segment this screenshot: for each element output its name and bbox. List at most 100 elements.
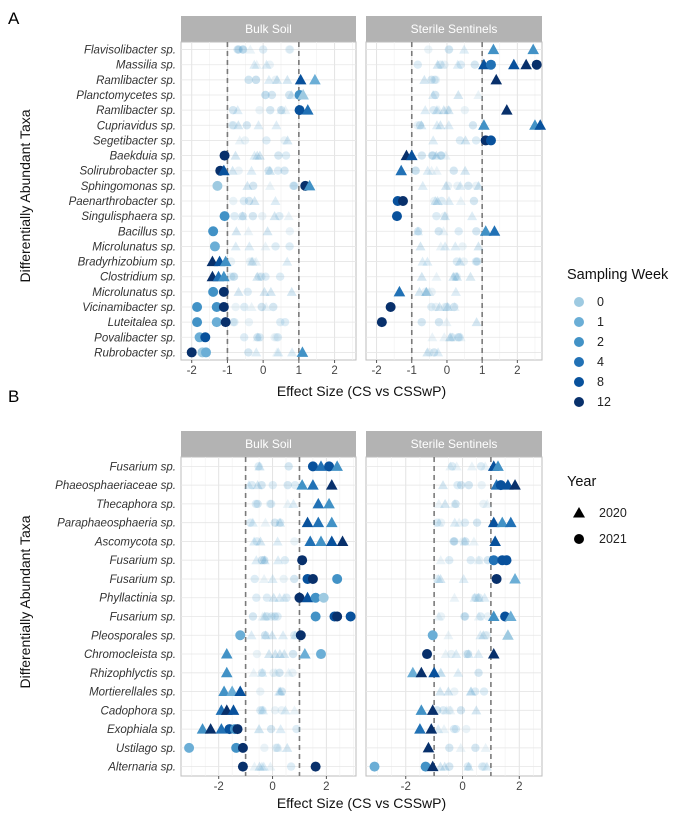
faded-point	[421, 286, 432, 296]
faded-point	[292, 724, 301, 734]
faded-point	[451, 499, 460, 509]
data-point	[295, 630, 306, 641]
faded-point	[261, 90, 270, 100]
faded-point	[447, 332, 458, 342]
faded-point	[285, 45, 295, 54]
faded-point	[421, 286, 432, 296]
faded-point	[462, 724, 471, 734]
data-point	[478, 119, 490, 130]
faded-point	[238, 45, 248, 54]
data-point	[422, 649, 433, 660]
panel-a: A Differentially Abundant Taxa Bulk Soil -2…	[8, 9, 547, 399]
faded-point	[282, 498, 293, 508]
data-point	[294, 73, 307, 85]
faded-point	[429, 105, 438, 115]
data-point	[307, 461, 318, 472]
data-point	[296, 479, 308, 490]
faded-point	[246, 165, 257, 175]
faded-point	[460, 612, 470, 621]
faded-point	[263, 74, 274, 84]
faded-point	[453, 90, 464, 99]
faded-point	[422, 165, 433, 175]
faded-point	[244, 196, 254, 206]
data-point	[294, 105, 305, 116]
faded-point	[270, 706, 280, 715]
faded-point	[254, 462, 263, 471]
taxon-label: Phyllactinia sp.	[99, 593, 176, 605]
faded-point	[482, 631, 492, 640]
data-point	[201, 347, 211, 358]
faded-point	[229, 272, 238, 281]
faded-point	[272, 333, 281, 342]
taxon-label: Fusarium sp.	[110, 612, 176, 624]
data-point	[414, 723, 426, 734]
taxon-label: Paenarthrobacter sp.	[69, 196, 176, 208]
faded-point	[265, 180, 276, 190]
faded-point	[431, 165, 442, 175]
faded-point	[452, 257, 462, 266]
data-point	[331, 460, 343, 471]
faded-point	[230, 211, 239, 221]
data-point	[237, 742, 248, 753]
data-point	[325, 535, 338, 546]
x-tick-label: 0	[260, 365, 266, 377]
data-point	[219, 255, 232, 267]
data-point	[488, 555, 499, 566]
data-point	[316, 649, 326, 660]
faded-point	[234, 166, 243, 175]
faded-point	[254, 461, 265, 471]
faded-point	[417, 256, 428, 266]
faded-point	[462, 649, 471, 659]
faded-point	[427, 151, 437, 160]
faded-point	[261, 612, 270, 621]
data-point	[204, 723, 217, 734]
faded-point	[420, 105, 431, 115]
faded-point	[435, 686, 446, 696]
faded-point	[259, 555, 270, 565]
faded-point	[272, 536, 283, 546]
faded-point	[261, 302, 272, 311]
faded-point	[441, 705, 452, 715]
faded-point	[251, 347, 262, 357]
data-point	[208, 286, 219, 297]
data-point	[531, 59, 542, 70]
faded-point	[260, 630, 271, 640]
faded-point	[277, 687, 287, 696]
data-point	[324, 461, 335, 472]
faded-point	[440, 241, 451, 251]
faded-point	[455, 333, 464, 342]
data-point	[376, 317, 387, 328]
faded-point	[439, 724, 450, 734]
faded-point	[260, 556, 269, 565]
facet-label: Sterile Sentinels	[411, 22, 498, 36]
faded-point	[440, 150, 451, 160]
data-point	[218, 302, 229, 312]
data-point	[301, 104, 314, 115]
faded-point	[253, 120, 264, 130]
taxon-label: Thecaphora sp.	[96, 499, 176, 511]
data-point	[315, 535, 327, 546]
faded-point	[248, 257, 257, 266]
taxon-label: Cadophora sp.	[101, 705, 176, 717]
faded-point	[471, 743, 480, 753]
faded-point	[254, 461, 265, 471]
faded-point	[445, 461, 456, 471]
faded-point	[257, 611, 268, 621]
faded-point	[260, 241, 271, 251]
faded-point	[226, 272, 236, 281]
faded-point	[259, 286, 270, 296]
faded-point	[413, 60, 422, 69]
data-point	[196, 723, 209, 734]
faded-point	[414, 286, 425, 296]
faded-point	[450, 687, 459, 696]
taxon-label: Microlunatus sp.	[92, 287, 176, 299]
faded-point	[477, 480, 486, 490]
faded-point	[267, 630, 278, 640]
faded-point	[440, 60, 449, 69]
faded-point	[244, 75, 253, 85]
facet-strip	[181, 431, 356, 457]
faded-point	[257, 705, 268, 715]
faded-point	[262, 612, 272, 621]
faded-point	[432, 518, 442, 527]
